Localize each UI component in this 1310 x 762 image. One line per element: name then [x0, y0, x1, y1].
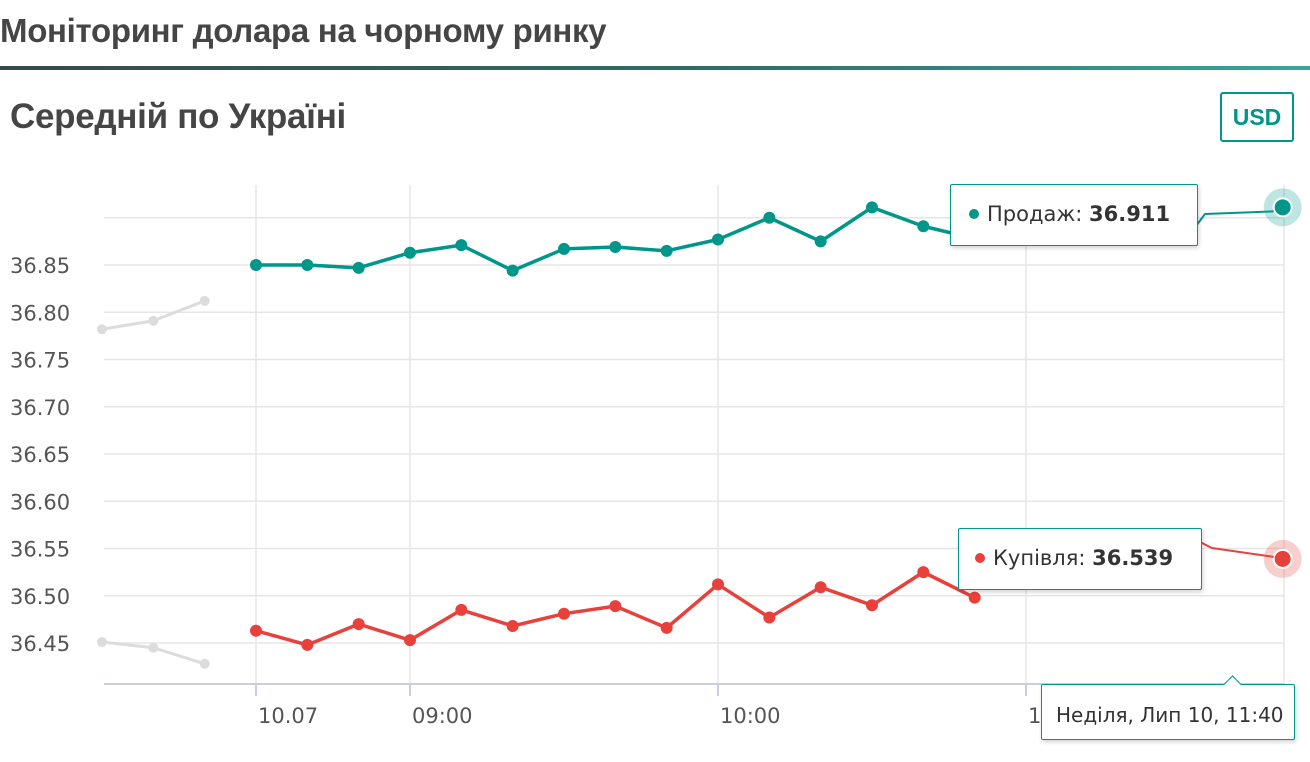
data-point-sell[interactable] [660, 244, 673, 257]
data-point-sell[interactable] [352, 261, 365, 274]
data-point-buy[interactable] [558, 607, 570, 620]
y-tick-label: 36.80 [10, 301, 70, 325]
data-point-buy[interactable] [866, 599, 878, 612]
y-tick-label: 36.85 [10, 254, 70, 278]
data-point-buy[interactable] [712, 578, 724, 591]
data-point-sell[interactable] [506, 264, 519, 277]
data-point-buy_previous[interactable] [97, 637, 107, 648]
data-point-sell[interactable] [712, 233, 724, 246]
tooltip-sell-label: Продаж [987, 202, 1076, 226]
title-divider [0, 66, 1310, 70]
x-tick-label: 1 [1028, 704, 1041, 728]
data-point-sell[interactable] [866, 201, 878, 214]
data-point-buy[interactable] [301, 638, 314, 651]
y-tick-label: 36.65 [10, 443, 70, 467]
y-tick-label: 36.60 [10, 490, 70, 514]
x-tick-label: 09:00 [412, 704, 473, 728]
tooltip-buy-label: Купівля [993, 546, 1079, 570]
currency-usd-button[interactable]: USD [1220, 92, 1294, 142]
data-point-buy[interactable] [814, 581, 827, 594]
buy-dot-icon [975, 553, 985, 563]
chart-axes: 36.45 36.50 36.55 36.60 36.65 36.70 36.75 36.80… [10, 254, 1284, 728]
data-point-sell[interactable] [250, 259, 262, 271]
data-point-buy[interactable] [455, 603, 468, 616]
y-tick-label: 36.45 [10, 632, 70, 656]
tooltip-time: Неділя, Лип 10, 11:40 [1041, 674, 1295, 740]
data-point-buy_previous[interactable] [199, 658, 210, 669]
data-point-sell_previous[interactable] [199, 295, 210, 306]
tooltip-buy: Купівля: 36.539 [958, 528, 1202, 590]
data-point-sell[interactable] [455, 239, 468, 252]
tooltip-sell-connector [1195, 210, 1274, 227]
chart-grid [104, 185, 1285, 684]
data-point-buy[interactable] [506, 619, 519, 632]
data-point-sell[interactable] [558, 242, 570, 255]
tooltip-sell: Продаж: 36.911 [950, 184, 1198, 246]
data-point-buy[interactable] [250, 624, 262, 637]
x-tick-label: 10:00 [720, 704, 781, 728]
y-tick-label: 36.55 [10, 538, 70, 562]
data-point-sell_previous[interactable] [97, 324, 107, 335]
tooltip-sell-value: 36.911 [1089, 202, 1171, 226]
data-point-sell[interactable] [609, 241, 622, 254]
y-tick-label: 36.75 [10, 349, 70, 373]
section-title: Середній по Україні [10, 97, 346, 136]
y-tick-label: 36.70 [10, 396, 70, 420]
tooltip-time-text: Неділя, Лип 10, 11:40 [1056, 703, 1284, 727]
data-point-buy[interactable] [1272, 548, 1293, 569]
data-point-buy_previous[interactable] [148, 642, 159, 653]
data-point-buy[interactable] [917, 566, 930, 579]
data-point-sell[interactable] [1272, 197, 1293, 218]
y-tick-label: 36.50 [10, 585, 70, 609]
page-title: Моніторинг долара на чорному ринку [0, 12, 607, 49]
tooltip-buy-value: 36.539 [1092, 546, 1174, 570]
sell-dot-icon [969, 209, 979, 219]
data-point-sell[interactable] [917, 220, 930, 233]
data-point-buy[interactable] [968, 591, 981, 604]
data-point-buy[interactable] [404, 634, 416, 647]
data-point-sell[interactable] [763, 211, 776, 224]
x-tick-label: 10.07 [258, 704, 318, 728]
data-point-sell_previous[interactable] [148, 315, 159, 326]
data-point-buy[interactable] [763, 611, 776, 624]
chart-series[interactable] [97, 188, 1302, 669]
data-point-sell[interactable] [301, 259, 314, 271]
series-line-sell [256, 205, 976, 273]
data-point-buy[interactable] [352, 618, 365, 631]
tooltip-buy-connector [1199, 541, 1274, 558]
data-point-sell[interactable] [814, 235, 827, 248]
data-point-sell[interactable] [404, 246, 416, 259]
data-point-buy[interactable] [609, 600, 622, 613]
data-point-buy[interactable] [660, 621, 673, 634]
